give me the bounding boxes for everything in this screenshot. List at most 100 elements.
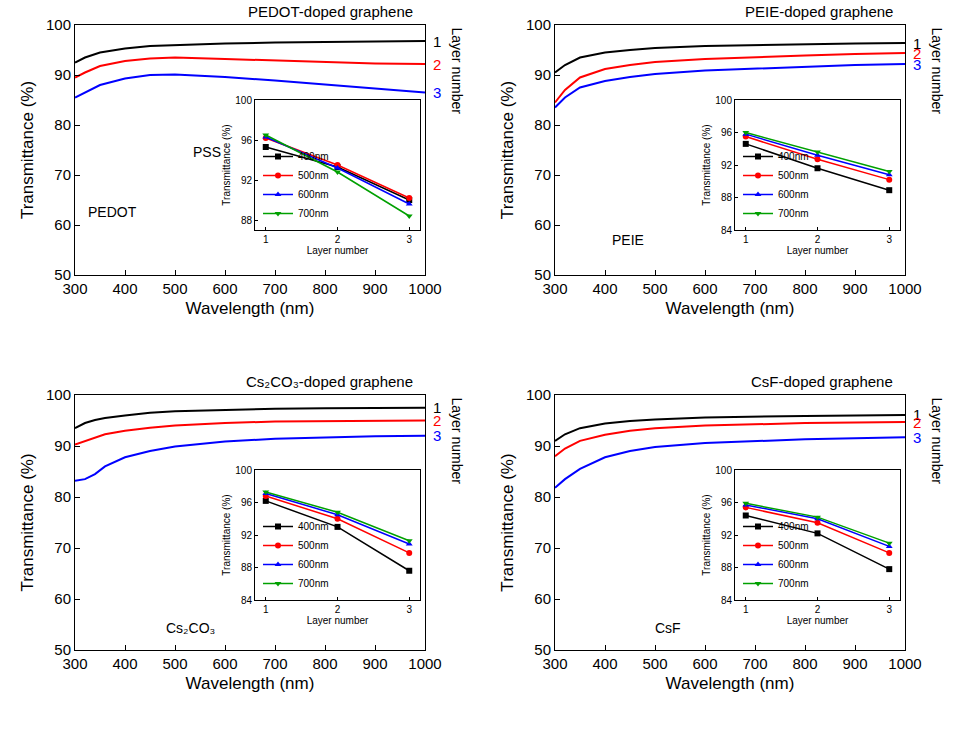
svg-text:84: 84 <box>241 595 253 606</box>
svg-text:1: 1 <box>743 234 749 245</box>
svg-text:700: 700 <box>262 280 287 297</box>
svg-text:Transmittance (%): Transmittance (%) <box>18 453 37 591</box>
svg-text:700nm: 700nm <box>298 578 329 589</box>
svg-text:50: 50 <box>54 641 71 658</box>
svg-text:700: 700 <box>742 655 767 672</box>
svg-text:100: 100 <box>715 465 732 476</box>
svg-text:1: 1 <box>433 33 441 50</box>
svg-text:500: 500 <box>162 655 187 672</box>
svg-text:300: 300 <box>62 655 87 672</box>
svg-text:1: 1 <box>913 35 921 52</box>
svg-text:600nm: 600nm <box>778 559 809 570</box>
svg-text:PEIE-doped graphene: PEIE-doped graphene <box>745 3 893 20</box>
svg-text:PSS: PSS <box>193 144 221 160</box>
svg-text:400nm: 400nm <box>298 521 329 532</box>
svg-text:100: 100 <box>526 386 551 403</box>
svg-text:3: 3 <box>433 427 441 444</box>
svg-text:80: 80 <box>54 116 71 133</box>
svg-text:400nm: 400nm <box>778 521 809 532</box>
svg-text:88: 88 <box>241 562 253 573</box>
svg-text:50: 50 <box>54 266 71 283</box>
svg-text:Layer number: Layer number <box>307 245 369 256</box>
svg-text:100: 100 <box>46 16 71 33</box>
svg-text:70: 70 <box>54 539 71 556</box>
svg-text:500: 500 <box>642 655 667 672</box>
svg-text:88: 88 <box>241 215 253 226</box>
svg-text:PEIE: PEIE <box>612 232 644 248</box>
svg-text:2: 2 <box>815 234 821 245</box>
svg-text:96: 96 <box>241 497 253 508</box>
svg-text:92: 92 <box>721 160 733 171</box>
svg-text:100: 100 <box>46 386 71 403</box>
svg-text:70: 70 <box>54 166 71 183</box>
svg-text:Wavelength (nm): Wavelength (nm) <box>666 674 795 693</box>
svg-text:3: 3 <box>406 604 412 615</box>
svg-text:700nm: 700nm <box>778 208 809 219</box>
svg-text:800: 800 <box>312 655 337 672</box>
svg-text:Layer number: Layer number <box>307 615 369 626</box>
svg-text:88: 88 <box>721 192 733 203</box>
svg-text:100: 100 <box>235 95 252 106</box>
svg-text:60: 60 <box>534 216 551 233</box>
svg-text:96: 96 <box>721 127 733 138</box>
svg-text:92: 92 <box>241 175 253 186</box>
svg-text:400: 400 <box>592 655 617 672</box>
svg-text:96: 96 <box>241 135 253 146</box>
svg-text:1000: 1000 <box>408 280 441 297</box>
svg-text:1: 1 <box>263 604 269 615</box>
svg-text:80: 80 <box>534 488 551 505</box>
svg-text:1000: 1000 <box>888 280 921 297</box>
svg-text:80: 80 <box>54 488 71 505</box>
svg-text:600: 600 <box>692 655 717 672</box>
svg-text:3: 3 <box>886 234 892 245</box>
svg-text:3: 3 <box>406 234 412 245</box>
svg-text:100: 100 <box>526 16 551 33</box>
svg-text:PEDOT: PEDOT <box>88 204 137 220</box>
svg-text:70: 70 <box>534 166 551 183</box>
svg-text:700: 700 <box>742 280 767 297</box>
svg-text:800: 800 <box>312 280 337 297</box>
svg-text:80: 80 <box>534 116 551 133</box>
svg-text:84: 84 <box>721 225 733 236</box>
svg-text:Transmittance (%): Transmittance (%) <box>18 81 37 219</box>
svg-text:Cs₂CO₃: Cs₂CO₃ <box>166 620 215 636</box>
svg-text:Layer number: Layer number <box>449 398 465 485</box>
svg-text:90: 90 <box>534 66 551 83</box>
svg-text:600: 600 <box>692 280 717 297</box>
svg-text:700nm: 700nm <box>298 208 329 219</box>
svg-text:Transmittance (%): Transmittance (%) <box>498 453 517 591</box>
svg-text:50: 50 <box>534 266 551 283</box>
svg-text:1: 1 <box>263 234 269 245</box>
svg-text:2: 2 <box>335 604 341 615</box>
svg-text:900: 900 <box>362 655 387 672</box>
svg-text:2: 2 <box>335 234 341 245</box>
svg-text:CsF: CsF <box>655 620 681 636</box>
svg-text:Layer number: Layer number <box>929 398 945 485</box>
svg-text:2: 2 <box>433 56 441 73</box>
svg-text:1: 1 <box>743 604 749 615</box>
svg-text:300: 300 <box>542 655 567 672</box>
svg-text:Transmittance (%): Transmittance (%) <box>701 494 712 575</box>
svg-text:1: 1 <box>433 399 441 416</box>
svg-text:600: 600 <box>212 280 237 297</box>
svg-text:Layer number: Layer number <box>787 615 849 626</box>
svg-text:600nm: 600nm <box>298 559 329 570</box>
svg-text:3: 3 <box>913 56 921 73</box>
svg-text:Transmittance (%): Transmittance (%) <box>221 124 232 205</box>
svg-text:400nm: 400nm <box>298 151 329 162</box>
svg-text:100: 100 <box>235 465 252 476</box>
svg-text:900: 900 <box>362 280 387 297</box>
svg-text:800: 800 <box>792 655 817 672</box>
svg-text:600nm: 600nm <box>778 189 809 200</box>
svg-text:400: 400 <box>592 280 617 297</box>
svg-text:Transmittance (%): Transmittance (%) <box>221 494 232 575</box>
svg-text:92: 92 <box>241 530 253 541</box>
svg-text:300: 300 <box>542 280 567 297</box>
svg-text:Transmittance (%): Transmittance (%) <box>498 81 517 219</box>
svg-text:92: 92 <box>721 530 733 541</box>
svg-text:600: 600 <box>212 655 237 672</box>
svg-text:60: 60 <box>534 590 551 607</box>
svg-text:800: 800 <box>792 280 817 297</box>
svg-text:60: 60 <box>54 216 71 233</box>
svg-text:Layer number: Layer number <box>929 28 945 115</box>
